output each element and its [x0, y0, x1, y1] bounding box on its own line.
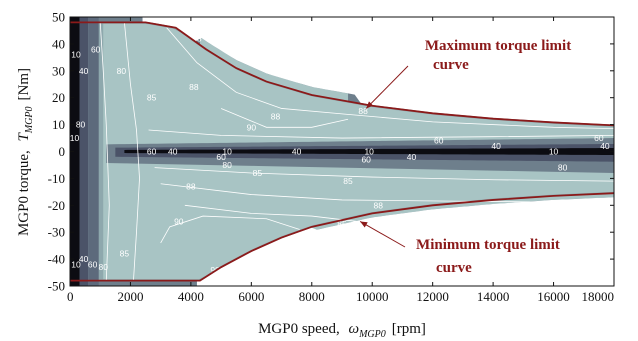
x-tick-label-0: 0 [67, 289, 74, 304]
y-tick-label-8: -30 [48, 225, 65, 240]
y-tick-label-4: 10 [52, 117, 65, 132]
y-tick-label-1: 40 [52, 36, 65, 51]
contour-label-35: 85 [120, 249, 130, 259]
contour-85 [124, 22, 140, 281]
annotation-min-arrowhead [360, 221, 368, 228]
contour-80 [99, 22, 110, 281]
y-tick-label-2: 30 [52, 63, 65, 78]
contour-label-34: 90 [210, 265, 220, 275]
y-axis-ticks: 50 40 30 20 10 0 -10 -20 -30 -40 -50 [48, 10, 614, 294]
x-tick-label-3: 6000 [238, 289, 264, 304]
contour-label-32: 85 [337, 219, 347, 229]
contour-label-19: 60 [361, 155, 371, 165]
contour-90-upper [220, 108, 349, 128]
contour-label-37: 60 [88, 259, 98, 269]
contour-60-upper [148, 129, 614, 139]
contour-90-lower [160, 215, 300, 244]
x-axis-label: MGP0 speed, ωMGP0 [rpm] [258, 321, 426, 340]
contour-label-21: 60 [434, 136, 444, 146]
contour-label-4: 85 [147, 93, 157, 103]
contour-label-28: 85 [253, 168, 263, 178]
contour-label-9: 88 [271, 112, 281, 122]
contour-label-16: 60 [216, 152, 226, 162]
region-center-10 [124, 148, 614, 155]
y-tick-label-3: 20 [52, 90, 65, 105]
contour-label-25: 60 [594, 133, 604, 143]
contour-label-20: 40 [407, 152, 417, 162]
region-left-10 [70, 17, 80, 286]
contour-label-13: 60 [147, 147, 157, 157]
x-axis-ticks: 0 2000 4000 6000 8000 10000 12000 14000 16000 180… [67, 17, 615, 304]
annotation-max-arrow [365, 65, 409, 109]
annotation-min: Minimum torque limit curve [359, 221, 560, 276]
contour-88-upper [166, 27, 614, 130]
contour-label-5: 88 [192, 34, 202, 44]
contour-label-23: 10 [549, 147, 559, 157]
y-tick-label-10: -50 [48, 279, 65, 294]
min-torque-limit-curve [70, 192, 614, 282]
contour-label-14: 40 [168, 147, 178, 157]
x-tick-label-8: 16000 [537, 289, 570, 304]
contour-label-26: 80 [558, 163, 568, 173]
contour-label-18: 10 [364, 147, 374, 157]
x-tick-label-5: 10000 [356, 289, 389, 304]
annotation-min-line2: curve [436, 260, 472, 276]
contour-label-24: 40 [600, 141, 610, 151]
contour-label-27: 80 [222, 160, 232, 170]
x-tick-label-9: 18000 [582, 289, 615, 304]
contour-label-12: 10 [70, 133, 80, 143]
annotation-min-line1: Minimum torque limit [416, 237, 560, 253]
contour-label-17: 40 [292, 147, 302, 157]
region-above-max [199, 36, 349, 102]
contour-label-1: 40 [79, 66, 89, 76]
contour-label-36: 80 [99, 262, 109, 272]
annotation-min-arrow [359, 221, 406, 248]
contour-label-0: 10 [71, 50, 81, 60]
x-tick-label-1: 2000 [117, 289, 143, 304]
contour-label-11: 80 [76, 120, 86, 130]
y-tick-label-6: -10 [48, 171, 65, 186]
contour-88-lower [184, 204, 358, 222]
region-below-min [311, 193, 614, 231]
region-left-40 [79, 17, 89, 286]
max-torque-limit-curve [70, 21, 614, 127]
mask-bottom [196, 197, 614, 286]
y-tick-label-7: -20 [48, 198, 65, 213]
contour-85-lower [160, 183, 614, 204]
annotation-max-line2: curve [433, 57, 469, 73]
contour-label-6: 88 [189, 82, 199, 92]
annotation-max-line1: Maximum torque limit [425, 38, 571, 54]
region-left-60 [88, 17, 99, 286]
x-tick-label-7: 14000 [477, 289, 510, 304]
contour-label-2: 60 [91, 44, 101, 54]
contour-label-38: 40 [79, 254, 89, 264]
contour-label-22: 40 [491, 141, 501, 151]
contour-label-31: 88 [374, 200, 384, 210]
y-tick-label-5: 0 [59, 144, 66, 159]
contour-label-10: 88 [358, 106, 368, 116]
contour-label-33: 90 [174, 216, 184, 226]
y-tick-label-9: -40 [48, 252, 65, 267]
contour-lines [99, 22, 614, 281]
contour-label-8: 90 [304, 63, 314, 73]
y-tick-label-0: 50 [52, 10, 65, 25]
contour-label-15: 10 [222, 147, 232, 157]
contour-label-7: 90 [247, 122, 257, 132]
mask-top [142, 17, 614, 125]
annotation-max: Maximum torque limit curve [365, 38, 571, 109]
x-tick-label-4: 8000 [299, 289, 325, 304]
contour-label-30: 88 [186, 181, 196, 191]
contour-label-29: 85 [343, 176, 353, 186]
y-axis-label: MGP0 torque, TMGP0[Nm] [16, 68, 35, 236]
x-tick-label-2: 4000 [178, 289, 204, 304]
contour-label-39: 10 [71, 259, 81, 269]
annotation-max-arrowhead [366, 101, 374, 109]
contour-label-3: 80 [117, 66, 127, 76]
x-tick-label-6: 12000 [416, 289, 449, 304]
contour-80-lower [154, 167, 614, 182]
